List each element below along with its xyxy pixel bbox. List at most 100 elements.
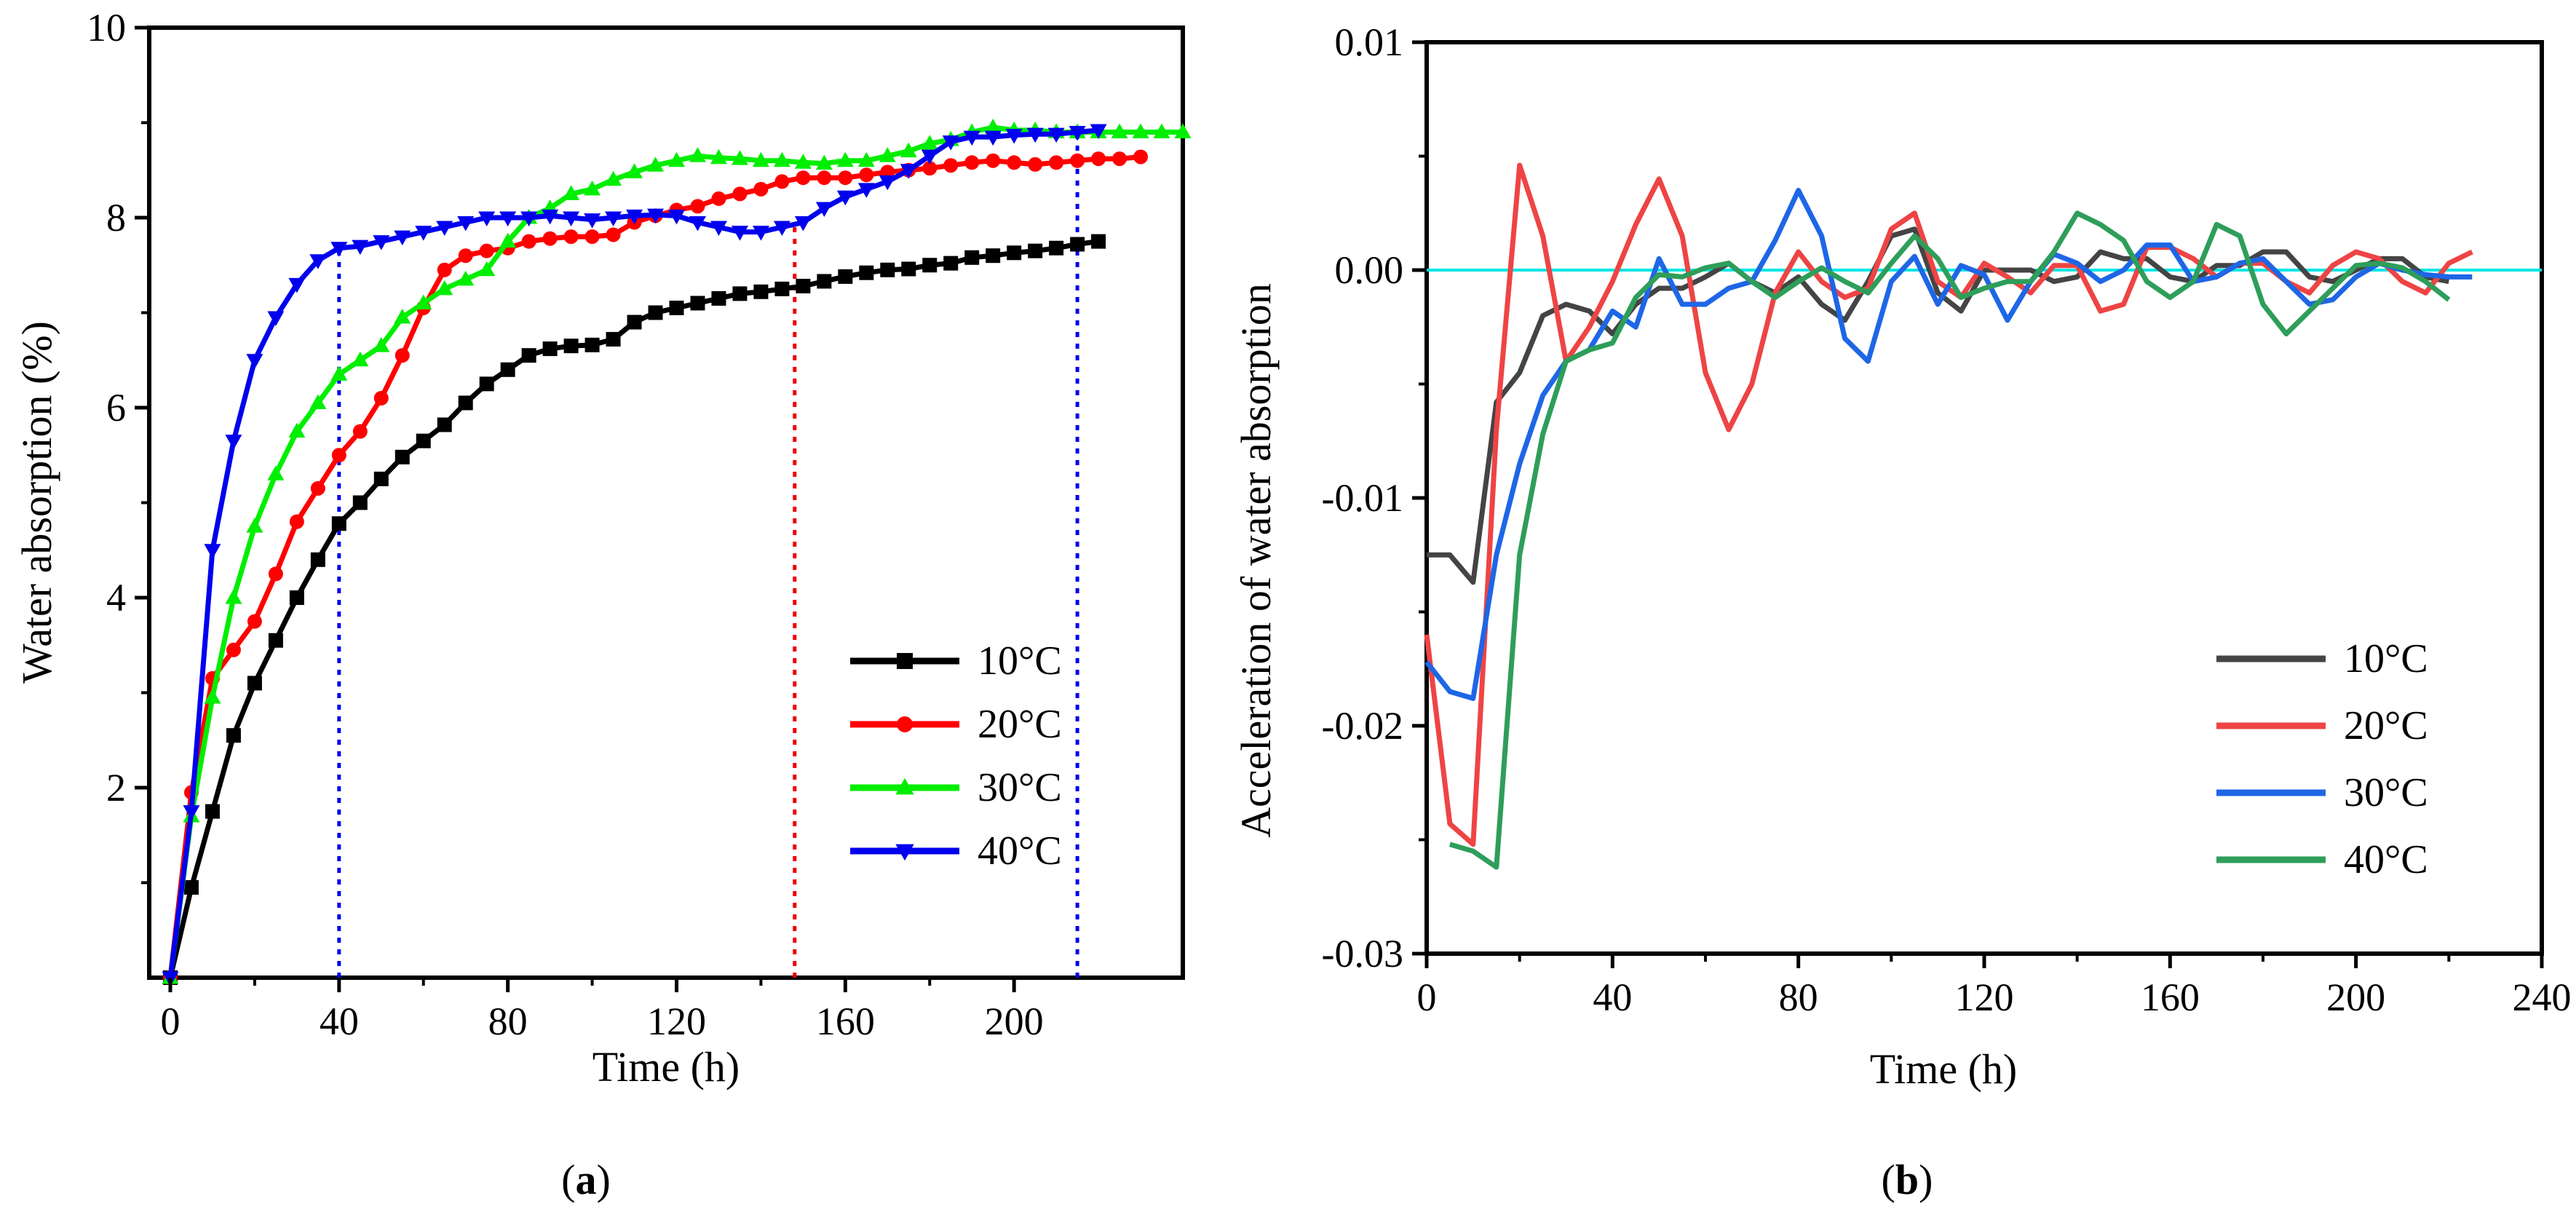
panel-a-data-point	[984, 119, 1002, 134]
panel-a-data-point	[710, 221, 727, 237]
panel-a-data-point	[838, 269, 853, 284]
panel-a-data-point	[373, 390, 389, 405]
panel-a-legend-marker	[895, 777, 914, 795]
panel-a-data-point	[1005, 128, 1023, 144]
panel-a-data-point	[373, 471, 389, 486]
panel-a-data-point	[606, 227, 621, 242]
panel-a-data-point	[942, 135, 959, 151]
panel-a-data-point	[247, 676, 262, 691]
panel-a-series-4	[162, 124, 1107, 986]
panel-a-data-point	[815, 202, 833, 217]
panel-a-data-point	[500, 362, 515, 377]
panel-a-legend-label: 30°C	[978, 765, 1062, 810]
panel-a-data-point	[204, 544, 221, 559]
panel-b-legend-label: 20°C	[2344, 703, 2428, 748]
panel-a-data-point	[943, 256, 959, 271]
panel-a-data-point	[606, 332, 621, 347]
panel-a-data-point	[859, 167, 874, 183]
panel-a-data-point	[605, 211, 622, 226]
panel-a-x-tick-label: 120	[647, 1000, 706, 1043]
panel-a-data-point	[667, 151, 685, 167]
panel-a-data-point	[964, 250, 980, 265]
panel-a-data-point	[774, 281, 790, 296]
panel-a-data-point	[1049, 240, 1064, 256]
panel-a-data-point	[732, 286, 748, 301]
panel-a-data-point	[1174, 123, 1192, 139]
panel-a-data-point	[542, 209, 559, 225]
panel-a-data-point	[667, 209, 685, 225]
panel-b-legend-label: 40°C	[2344, 837, 2428, 882]
panel-a-y-tick-label: 4	[106, 576, 126, 620]
panel-a-data-point	[731, 226, 748, 241]
panel-a-data-point	[1112, 151, 1128, 167]
panel-a-data-point	[753, 284, 769, 299]
panel-a-data-point	[774, 174, 790, 189]
panel-a-data-point	[479, 243, 494, 258]
panel-a-data-point	[416, 433, 431, 448]
panel-b-x-tick-label: 160	[2141, 975, 2200, 1019]
panel-a-data-point	[584, 213, 601, 229]
panel-a-data-point	[1007, 245, 1022, 261]
panel-a-data-point	[900, 142, 917, 158]
panel-a-data-point	[373, 337, 390, 352]
panel-a-data-point	[352, 351, 369, 367]
panel-a-data-point	[204, 689, 221, 704]
panel-a-data-point	[437, 417, 452, 432]
panel-a-reference-lines	[337, 132, 1079, 978]
panel-a-data-point	[499, 211, 517, 226]
panel-b-x-tick-label: 240	[2513, 975, 2572, 1019]
panel-a-data-point	[922, 161, 938, 176]
panel-a-data-point	[986, 248, 1001, 264]
panel-a-data-point	[711, 191, 726, 206]
panel-a-data-point	[879, 175, 896, 191]
panel-a-data-point	[838, 170, 853, 186]
panel-a-data-point	[1111, 123, 1128, 139]
panel-a-data-point	[773, 151, 790, 167]
panel-a-data-point	[226, 728, 241, 743]
panel-a-data-point	[415, 226, 432, 241]
panel-a-legend-label: 20°C	[978, 702, 1062, 747]
panel-a-data-point	[1132, 123, 1149, 139]
panel-a-data-point	[395, 348, 410, 363]
panel-a-x-tick-label: 0	[160, 1000, 180, 1043]
panel-a-y-tick-label: 8	[106, 196, 126, 240]
panel-a-data-point	[330, 242, 348, 257]
panel-a-data-point	[1026, 127, 1044, 143]
panel-a-data-point	[710, 149, 727, 165]
panel-a-data-point	[584, 229, 600, 245]
panel-b-legend-label: 10°C	[2344, 636, 2428, 681]
panel-a-data-point	[267, 465, 285, 480]
panel-a-data-point	[1091, 234, 1106, 249]
panel-b-caption: (b)	[1882, 1156, 1933, 1203]
panel-a-data-point	[289, 514, 304, 529]
panel-a-data-point	[752, 151, 769, 167]
panel-b-x-tick-label: 200	[2326, 975, 2385, 1019]
panel-a-data-point	[1070, 153, 1085, 168]
panel-a-data-point	[478, 261, 496, 277]
panel-a-data-point	[457, 270, 475, 286]
panel-a-data-point	[879, 147, 896, 162]
panel-a-data-point	[352, 240, 369, 256]
panel-b-x-ticks: 0 40 80 120 160 200 240	[1417, 954, 2572, 1019]
panel-a-data-point	[521, 348, 536, 363]
panel-a-data-point	[288, 277, 306, 293]
panel-a-data-point	[309, 254, 327, 269]
panel-a-data-point	[457, 216, 475, 231]
panel-a-data-point	[289, 590, 304, 605]
panel-a-data-point	[521, 234, 536, 249]
panel-b-legend: 10°C 20°C 30°C 40°C	[2216, 636, 2428, 882]
panel-a-data-point	[922, 258, 938, 273]
panel-a-legend-label: 40°C	[978, 828, 1062, 874]
panel-b-series-line	[1424, 188, 2473, 701]
panel-a-data-point	[183, 805, 200, 820]
panel-a-data-point	[246, 354, 263, 369]
panel-b-x-tick-label: 40	[1593, 975, 1632, 1019]
panel-a-x-tick-label: 80	[488, 1000, 528, 1043]
panel-a-data-point	[458, 248, 473, 264]
panel-a-data-point	[963, 130, 980, 146]
panel-a-y-tick-label: 6	[106, 386, 126, 430]
panel-a-series-1	[162, 234, 1106, 985]
panel-b-series-4	[1448, 210, 2451, 870]
